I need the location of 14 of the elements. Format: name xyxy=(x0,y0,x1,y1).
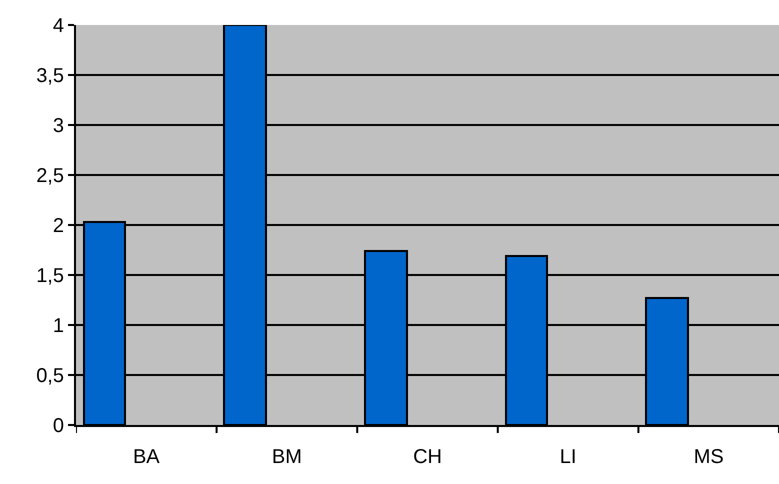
x-tick-label: BM xyxy=(272,446,302,468)
x-tick-label: LI xyxy=(560,446,576,468)
y-tick-label: 0 xyxy=(52,415,64,437)
y-tick-label: 0,5 xyxy=(36,365,64,387)
y-tick-label: 3 xyxy=(52,115,64,137)
y-tick-label: 1,5 xyxy=(36,265,64,287)
x-tick-label: CH xyxy=(413,446,442,468)
y-tick-label: 2 xyxy=(52,215,64,237)
x-tick-label: MS xyxy=(694,446,724,468)
x-tick-label: BA xyxy=(132,446,160,468)
y-tick-label: 2,5 xyxy=(36,165,64,187)
y-tick-label: 4 xyxy=(52,15,64,37)
y-tick-label: 1 xyxy=(52,315,64,337)
y-tick-label: 3,5 xyxy=(36,65,64,87)
